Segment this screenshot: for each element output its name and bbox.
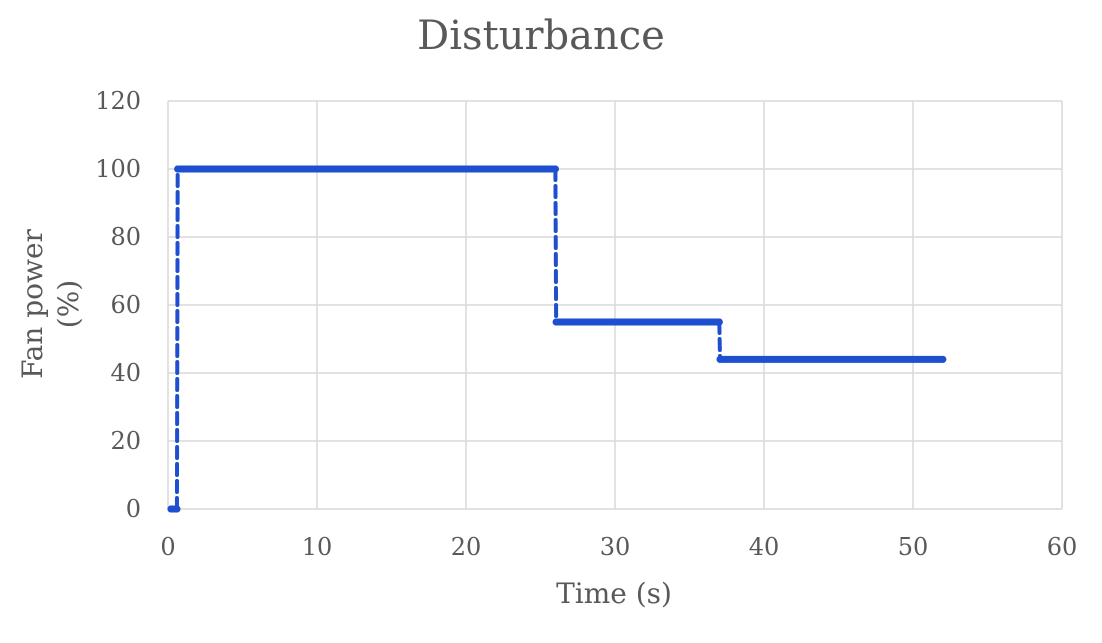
y-tick-label: 0: [126, 495, 141, 523]
x-axis-ticks: 0 10 20 30 40 50 60: [160, 533, 1077, 561]
x-tick-label: 50: [898, 533, 929, 561]
data-point: [551, 165, 559, 173]
x-tick-label: 20: [451, 533, 482, 561]
series-fan-power: [167, 165, 947, 513]
x-tick-label: 40: [749, 533, 780, 561]
y-tick-label: 120: [95, 87, 141, 115]
x-axis-title: Time (s): [556, 577, 672, 610]
data-point: [167, 505, 175, 513]
y-tick-label: 80: [110, 223, 141, 251]
data-point: [552, 318, 560, 326]
y-tick-label: 60: [110, 291, 141, 319]
data-point: [715, 318, 723, 326]
data-point: [716, 355, 724, 363]
y-tick-label: 20: [110, 427, 141, 455]
series-step-transition: [717, 320, 723, 362]
x-tick-label: 10: [302, 533, 333, 561]
y-axis-ticks: 0 20 40 60 80 100 120: [95, 87, 141, 523]
series-step-transition: [174, 167, 180, 511]
x-tick-label: 0: [160, 533, 175, 561]
x-tick-label: 30: [600, 533, 631, 561]
y-axis-title-line-1: Fan power: [16, 228, 49, 378]
x-tick-label: 60: [1047, 533, 1078, 561]
data-point: [174, 165, 182, 173]
data-point: [939, 355, 947, 363]
y-axis-title-line-2: (%): [52, 280, 85, 328]
chart-title: Disturbance: [417, 13, 665, 59]
grid: [167, 100, 1063, 510]
series-step-transition: [553, 167, 559, 324]
y-tick-label: 40: [110, 359, 141, 387]
data-point: [173, 505, 181, 513]
y-tick-label: 100: [95, 155, 141, 183]
